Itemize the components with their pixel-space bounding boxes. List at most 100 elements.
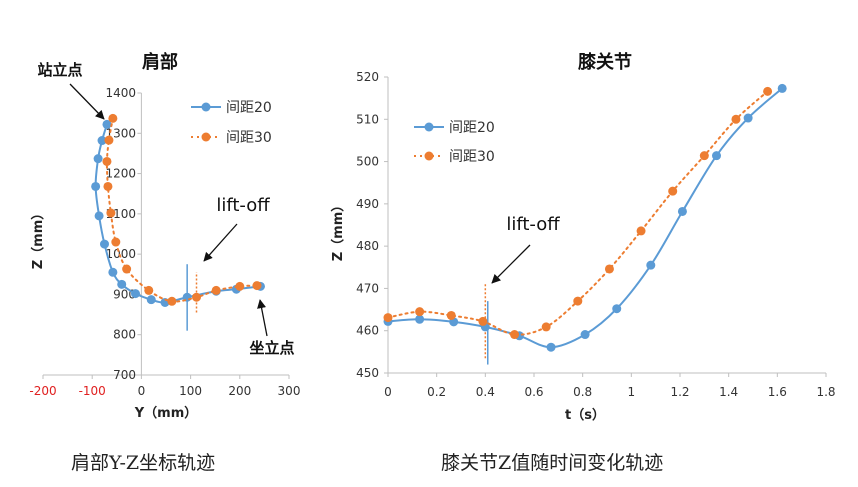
- data-point: [102, 156, 112, 166]
- x-tick-label: 0: [384, 385, 392, 399]
- y-tick-label: 490: [356, 197, 379, 211]
- data-point: [252, 281, 262, 291]
- annotation-label: lift-off: [216, 195, 270, 216]
- y-tick-label: 480: [356, 239, 379, 253]
- annotation-arrow: [491, 244, 531, 284]
- annotation-arrow: [257, 299, 268, 337]
- data-point: [415, 314, 425, 324]
- data-point: [612, 304, 622, 314]
- x-tick-label: 0.6: [524, 385, 543, 399]
- data-point: [712, 151, 721, 161]
- knee-chart: 0 0.2 0.4 0.6 0.8 1 1.2 1.4 1.6 1.8 450 460 470 480 49…: [330, 51, 836, 423]
- y-tick-label: 520: [356, 70, 379, 84]
- x-tick-label: 200: [228, 384, 251, 398]
- y-tick-label: 510: [356, 112, 379, 126]
- data-point: [102, 119, 112, 129]
- y-tick-label: 1000: [105, 247, 136, 261]
- annotation-arrow: [203, 223, 238, 262]
- data-point: [646, 260, 656, 270]
- legend-swatch-marker: [201, 102, 211, 112]
- annotation-label: 站立点: [37, 61, 82, 79]
- x-tick-label: 100: [179, 384, 202, 398]
- annotation-label: 坐立点: [249, 339, 294, 357]
- data-point: [580, 330, 590, 340]
- data-point: [94, 211, 104, 221]
- data-point: [668, 186, 678, 196]
- data-point: [130, 289, 140, 299]
- data-point: [415, 307, 425, 317]
- caption-left: 肩部Y-Z坐标轨迹: [71, 452, 216, 474]
- legend-label: 间距30: [226, 130, 272, 146]
- data-point: [122, 264, 132, 274]
- legend-label: 间距30: [449, 149, 495, 165]
- legend-swatch-marker: [424, 122, 434, 132]
- data-point: [235, 281, 245, 291]
- annotation-label: lift-off: [506, 214, 560, 235]
- x-tick-label: 1.8: [816, 385, 835, 399]
- data-point: [573, 296, 583, 306]
- data-point: [383, 313, 393, 323]
- legend-label: 间距20: [226, 100, 272, 116]
- chart-title: 肩部: [142, 51, 178, 73]
- data-point: [108, 113, 118, 123]
- data-point: [731, 114, 741, 124]
- y-tick-label: 1300: [105, 126, 136, 140]
- x-tick-label: 1: [628, 385, 636, 399]
- y-axis-label: Z（mm）: [30, 207, 46, 270]
- series-line-spacing20: [387, 87, 784, 349]
- data-point: [108, 267, 118, 277]
- y-axis-label: Z（mm）: [330, 199, 346, 262]
- data-point: [192, 292, 202, 302]
- data-point: [104, 135, 114, 145]
- y-tick-label: 460: [356, 324, 379, 338]
- y-tick-label: 500: [356, 155, 379, 169]
- x-tick-label: 1.6: [768, 385, 787, 399]
- legend-swatch-marker: [424, 151, 434, 161]
- data-point: [144, 285, 154, 295]
- data-point: [743, 113, 753, 123]
- x-axis-label: t（s）: [565, 407, 605, 423]
- data-point: [763, 86, 773, 96]
- x-tick-label: -100: [79, 384, 106, 398]
- y-tick-label: 800: [113, 328, 136, 342]
- data-point: [211, 285, 221, 295]
- data-point: [541, 322, 551, 332]
- legend-swatch-marker: [201, 132, 211, 142]
- x-tick-label: 1.4: [719, 385, 738, 399]
- shoulder-chart: -200 -100 0 100 200 3007008009001000110012001…: [29, 51, 300, 421]
- x-tick-label: 0.8: [573, 385, 592, 399]
- x-tick-label: 0: [138, 384, 146, 398]
- data-point: [636, 226, 646, 236]
- data-point: [546, 342, 556, 352]
- data-point: [117, 279, 127, 289]
- y-tick-label: 470: [356, 281, 379, 295]
- y-tick-label: 450: [356, 366, 379, 380]
- data-point: [677, 206, 687, 216]
- x-axis-label: Y（mm）: [134, 405, 198, 421]
- data-point: [167, 296, 177, 306]
- annotation-arrow: [69, 83, 105, 120]
- caption-right: 膝关节Z值随时间变化轨迹: [441, 452, 664, 474]
- data-point: [91, 181, 101, 191]
- data-point: [106, 208, 116, 218]
- legend-label: 间距20: [449, 120, 495, 136]
- data-point: [146, 295, 156, 305]
- x-tick-label: 0.2: [427, 385, 446, 399]
- x-tick-label: 1.2: [670, 385, 689, 399]
- x-tick-label: 0.4: [476, 385, 495, 399]
- data-point: [93, 154, 103, 164]
- chart-title: 膝关节: [578, 51, 632, 73]
- data-point: [510, 330, 520, 340]
- x-tick-label: 300: [278, 384, 301, 398]
- data-point: [478, 316, 488, 326]
- data-point: [699, 151, 709, 161]
- y-tick-label: 1200: [105, 167, 136, 181]
- data-point: [100, 239, 109, 249]
- data-point: [103, 181, 113, 191]
- data-point: [604, 264, 614, 274]
- x-tick-label: -200: [29, 384, 56, 398]
- data-point: [111, 237, 121, 247]
- data-point: [777, 83, 787, 93]
- data-point: [446, 310, 456, 320]
